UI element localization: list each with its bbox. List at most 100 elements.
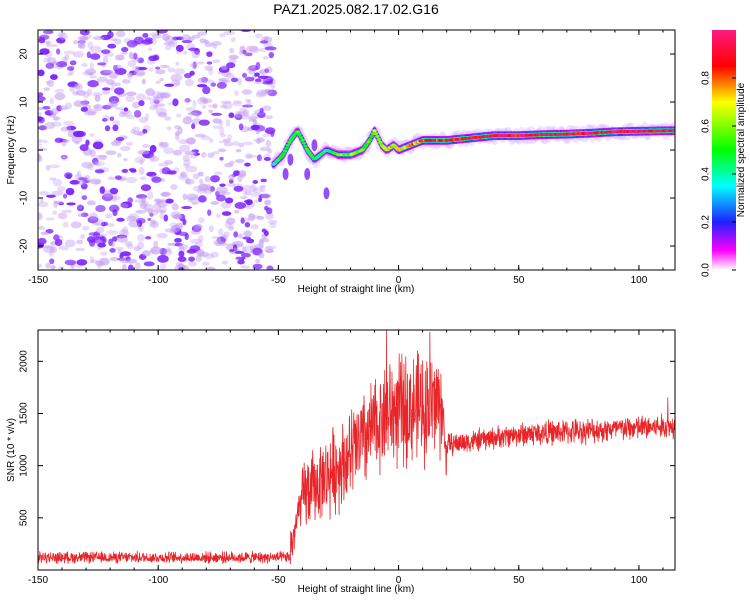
noise-blob	[109, 248, 116, 253]
noise-blob	[38, 95, 46, 102]
noise-blob	[215, 194, 226, 202]
noise-blob	[255, 92, 266, 98]
noise-blob	[177, 126, 183, 135]
noise-blob	[85, 139, 90, 147]
noise-blob	[116, 217, 125, 222]
noise-blob	[248, 70, 256, 75]
noise-blob	[219, 127, 225, 135]
noise-blob	[191, 123, 196, 130]
noise-blob	[179, 144, 191, 153]
noise-blob	[260, 186, 266, 193]
noise-blob	[87, 41, 93, 50]
noise-blob	[127, 264, 134, 270]
noise-blob	[244, 76, 255, 82]
noise-blob	[110, 140, 122, 146]
noise-blob	[155, 103, 166, 107]
noise-blob	[94, 94, 101, 102]
noise-blob	[257, 75, 269, 79]
noise-blob	[90, 259, 100, 264]
noise-blob	[221, 65, 228, 71]
noise-blob	[111, 100, 119, 107]
noise-blob	[225, 72, 235, 79]
noise-blob	[265, 245, 277, 250]
noise-blob	[188, 261, 198, 267]
noise-blob	[86, 200, 96, 206]
noise-blob	[121, 79, 131, 84]
noise-blob	[211, 112, 223, 116]
noise-blob	[242, 245, 255, 254]
noise-blob	[152, 95, 159, 102]
noise-blob	[198, 119, 210, 126]
noise-blob	[260, 89, 273, 95]
noise-blob	[177, 256, 187, 263]
noise-blob	[136, 217, 146, 224]
noise-blob	[145, 96, 152, 101]
noise-blob	[137, 72, 146, 76]
noise-blob	[196, 61, 205, 65]
noise-blob	[203, 253, 215, 259]
noise-blob	[64, 259, 77, 266]
noise-blob	[82, 179, 90, 184]
noise-blob	[210, 201, 220, 205]
noise-blob	[238, 50, 249, 56]
noise-blob	[64, 172, 73, 179]
noise-blob	[185, 178, 191, 185]
noise-blob	[110, 103, 115, 108]
noise-blob	[113, 87, 125, 95]
noise-blob	[240, 253, 251, 258]
noise-blob	[105, 79, 115, 85]
noise-blob	[193, 223, 203, 230]
noise-blob	[212, 118, 222, 124]
noise-blob	[221, 79, 231, 83]
noise-blob	[215, 213, 221, 218]
noise-blob	[249, 184, 256, 188]
noise-blob	[190, 238, 203, 244]
noise-blob	[125, 94, 135, 103]
noise-blob	[159, 205, 167, 214]
noise-blob	[139, 158, 144, 165]
noise-blob	[170, 184, 178, 191]
noise-blob	[52, 178, 63, 187]
x-tick-label: 100	[631, 575, 648, 586]
noise-blob	[103, 69, 114, 74]
noise-blob	[252, 263, 263, 270]
noise-blob	[245, 154, 257, 158]
noise-blob	[141, 143, 151, 149]
ridge-cell	[372, 129, 377, 133]
noise-blob	[165, 247, 172, 253]
noise-blob	[208, 68, 214, 76]
noise-blob	[163, 147, 174, 155]
noise-blob	[86, 163, 95, 171]
noise-blob	[178, 139, 189, 145]
noise-blob	[157, 254, 169, 263]
noise-blob	[242, 188, 247, 197]
noise-blob	[235, 148, 242, 153]
noise-blob	[156, 200, 164, 205]
noise-blob	[126, 176, 138, 184]
noise-blob	[195, 255, 202, 262]
noise-blob	[62, 193, 68, 199]
noise-blob	[256, 154, 262, 162]
noise-blob	[43, 245, 55, 254]
noise-blob	[38, 107, 45, 111]
y-tick-label: 10	[19, 96, 30, 108]
noise-blob	[166, 126, 172, 131]
noise-blob	[142, 128, 148, 134]
noise-blob	[45, 164, 51, 171]
noise-blob	[171, 202, 179, 211]
noise-blob	[38, 212, 43, 221]
noise-blob	[196, 249, 205, 257]
noise-blob	[109, 82, 122, 87]
noise-blob	[44, 121, 56, 130]
noise-blob	[184, 98, 191, 103]
ridge-cell	[282, 149, 288, 153]
noise-blob	[115, 246, 124, 251]
noise-blob	[49, 97, 55, 105]
noise-blob	[188, 256, 196, 262]
noise-blob	[216, 81, 227, 89]
noise-blob	[49, 74, 58, 80]
noise-blob	[76, 170, 81, 177]
noise-blob	[145, 236, 152, 240]
noise-blob	[121, 168, 129, 174]
noise-blob	[66, 202, 76, 206]
